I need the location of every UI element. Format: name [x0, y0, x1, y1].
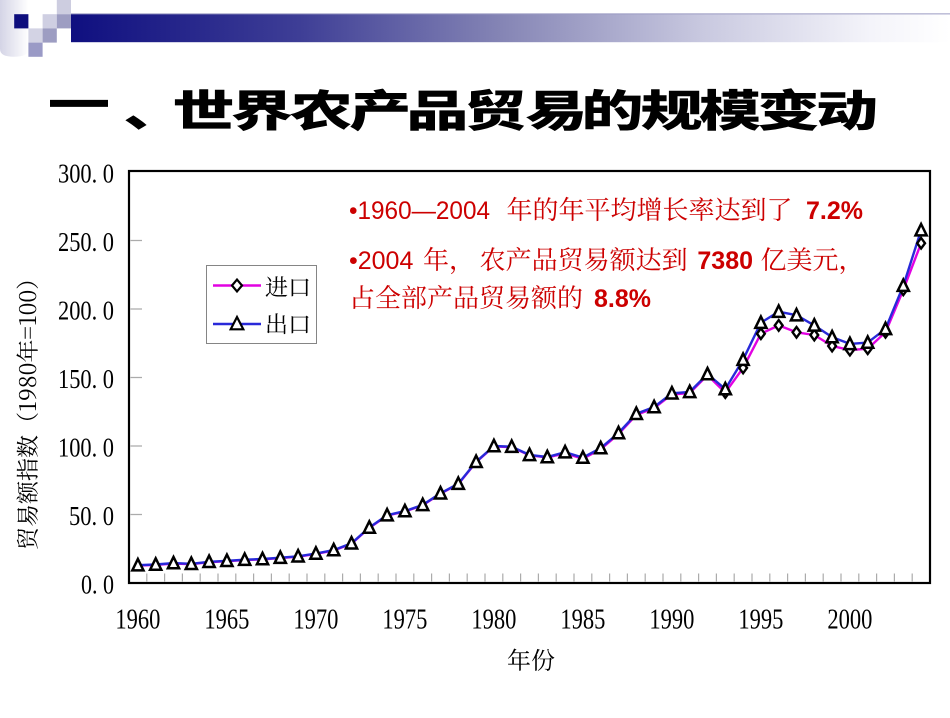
svg-text:150. 0: 150. 0 — [58, 364, 114, 394]
svg-text:8.8%: 8.8% — [594, 285, 651, 313]
svg-text:50. 0: 50. 0 — [69, 501, 114, 531]
svg-text:2000: 2000 — [827, 604, 872, 636]
svg-text:1975: 1975 — [382, 604, 427, 636]
svg-text:200. 0: 200. 0 — [58, 296, 114, 326]
svg-text:1995: 1995 — [738, 604, 783, 636]
svg-text:1960: 1960 — [115, 604, 160, 636]
svg-text:1980: 1980 — [471, 604, 516, 636]
svg-text:1985: 1985 — [560, 604, 605, 636]
svg-text:1970: 1970 — [293, 604, 338, 636]
svg-text:100. 0: 100. 0 — [58, 433, 114, 463]
svg-text:•2004: •2004 — [349, 247, 413, 275]
svg-text:0. 0: 0. 0 — [81, 570, 114, 600]
svg-text:•1960—2004: •1960—2004 — [349, 197, 490, 225]
svg-text:1990: 1990 — [649, 604, 694, 636]
svg-text:250. 0: 250. 0 — [58, 227, 114, 257]
svg-text:300. 0: 300. 0 — [58, 159, 114, 189]
svg-text:7.2%: 7.2% — [806, 197, 863, 225]
svg-text:1965: 1965 — [204, 604, 249, 636]
svg-text:7380: 7380 — [697, 247, 753, 275]
